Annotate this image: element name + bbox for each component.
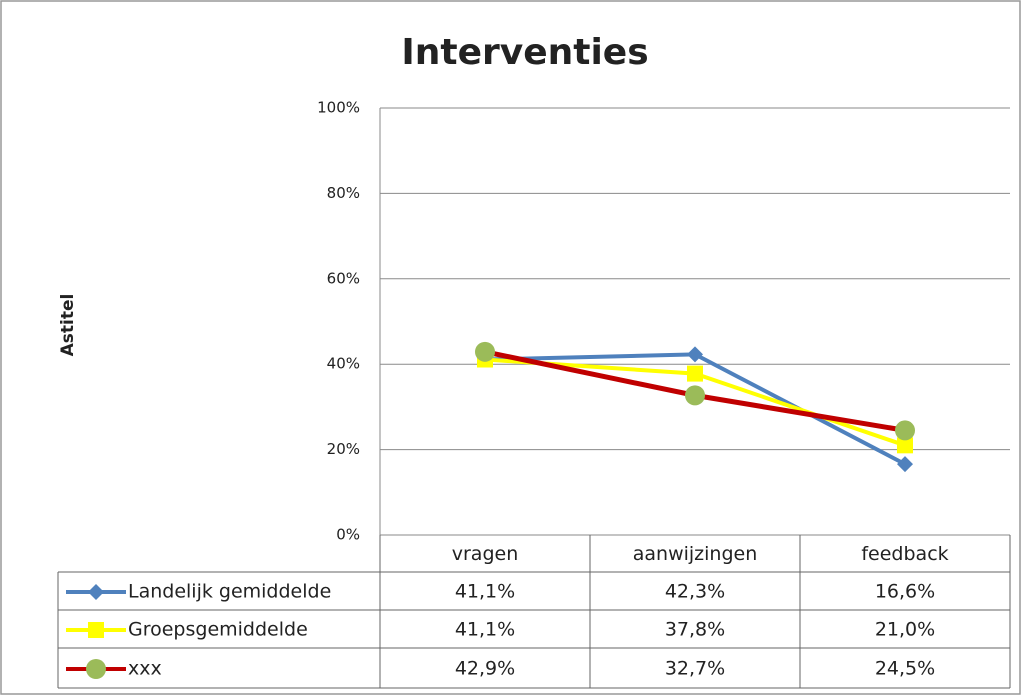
value-label: 37,8%	[665, 619, 725, 641]
value-label: 24,5%	[875, 658, 935, 680]
chart-title: Interventies	[401, 32, 648, 73]
value-label: 21,0%	[875, 619, 935, 641]
value-label: 41,1%	[455, 619, 515, 641]
marker	[897, 456, 913, 473]
marker	[687, 365, 703, 382]
legend-label: xxx	[128, 658, 162, 680]
marker	[475, 341, 495, 362]
value-label: 32,7%	[665, 658, 725, 680]
legend-marker	[88, 622, 104, 638]
marker	[897, 437, 913, 454]
marker	[895, 420, 915, 441]
x-tick-label: vragen	[452, 543, 519, 565]
y-tick-label: 0%	[336, 526, 360, 544]
marker	[685, 385, 705, 406]
legend-label: Landelijk gemiddelde	[128, 581, 331, 603]
x-tick-label: aanwijzingen	[633, 543, 758, 565]
legend-label: Groepsgemiddelde	[128, 619, 308, 641]
legend-marker	[86, 659, 106, 679]
marker	[687, 346, 703, 363]
value-label: 16,6%	[875, 581, 935, 603]
y-axis-label: Astitel	[58, 294, 78, 357]
value-label: 41,1%	[455, 581, 515, 603]
y-tick-label: 40%	[327, 355, 360, 373]
legend-marker	[88, 584, 104, 600]
value-label: 42,3%	[665, 581, 725, 603]
x-tick-label: feedback	[861, 543, 948, 565]
value-label: 42,9%	[455, 658, 515, 680]
y-tick-label: 60%	[327, 269, 360, 287]
y-tick-label: 100%	[317, 99, 360, 117]
y-tick-label: 20%	[327, 440, 360, 458]
y-tick-label: 80%	[327, 184, 360, 202]
